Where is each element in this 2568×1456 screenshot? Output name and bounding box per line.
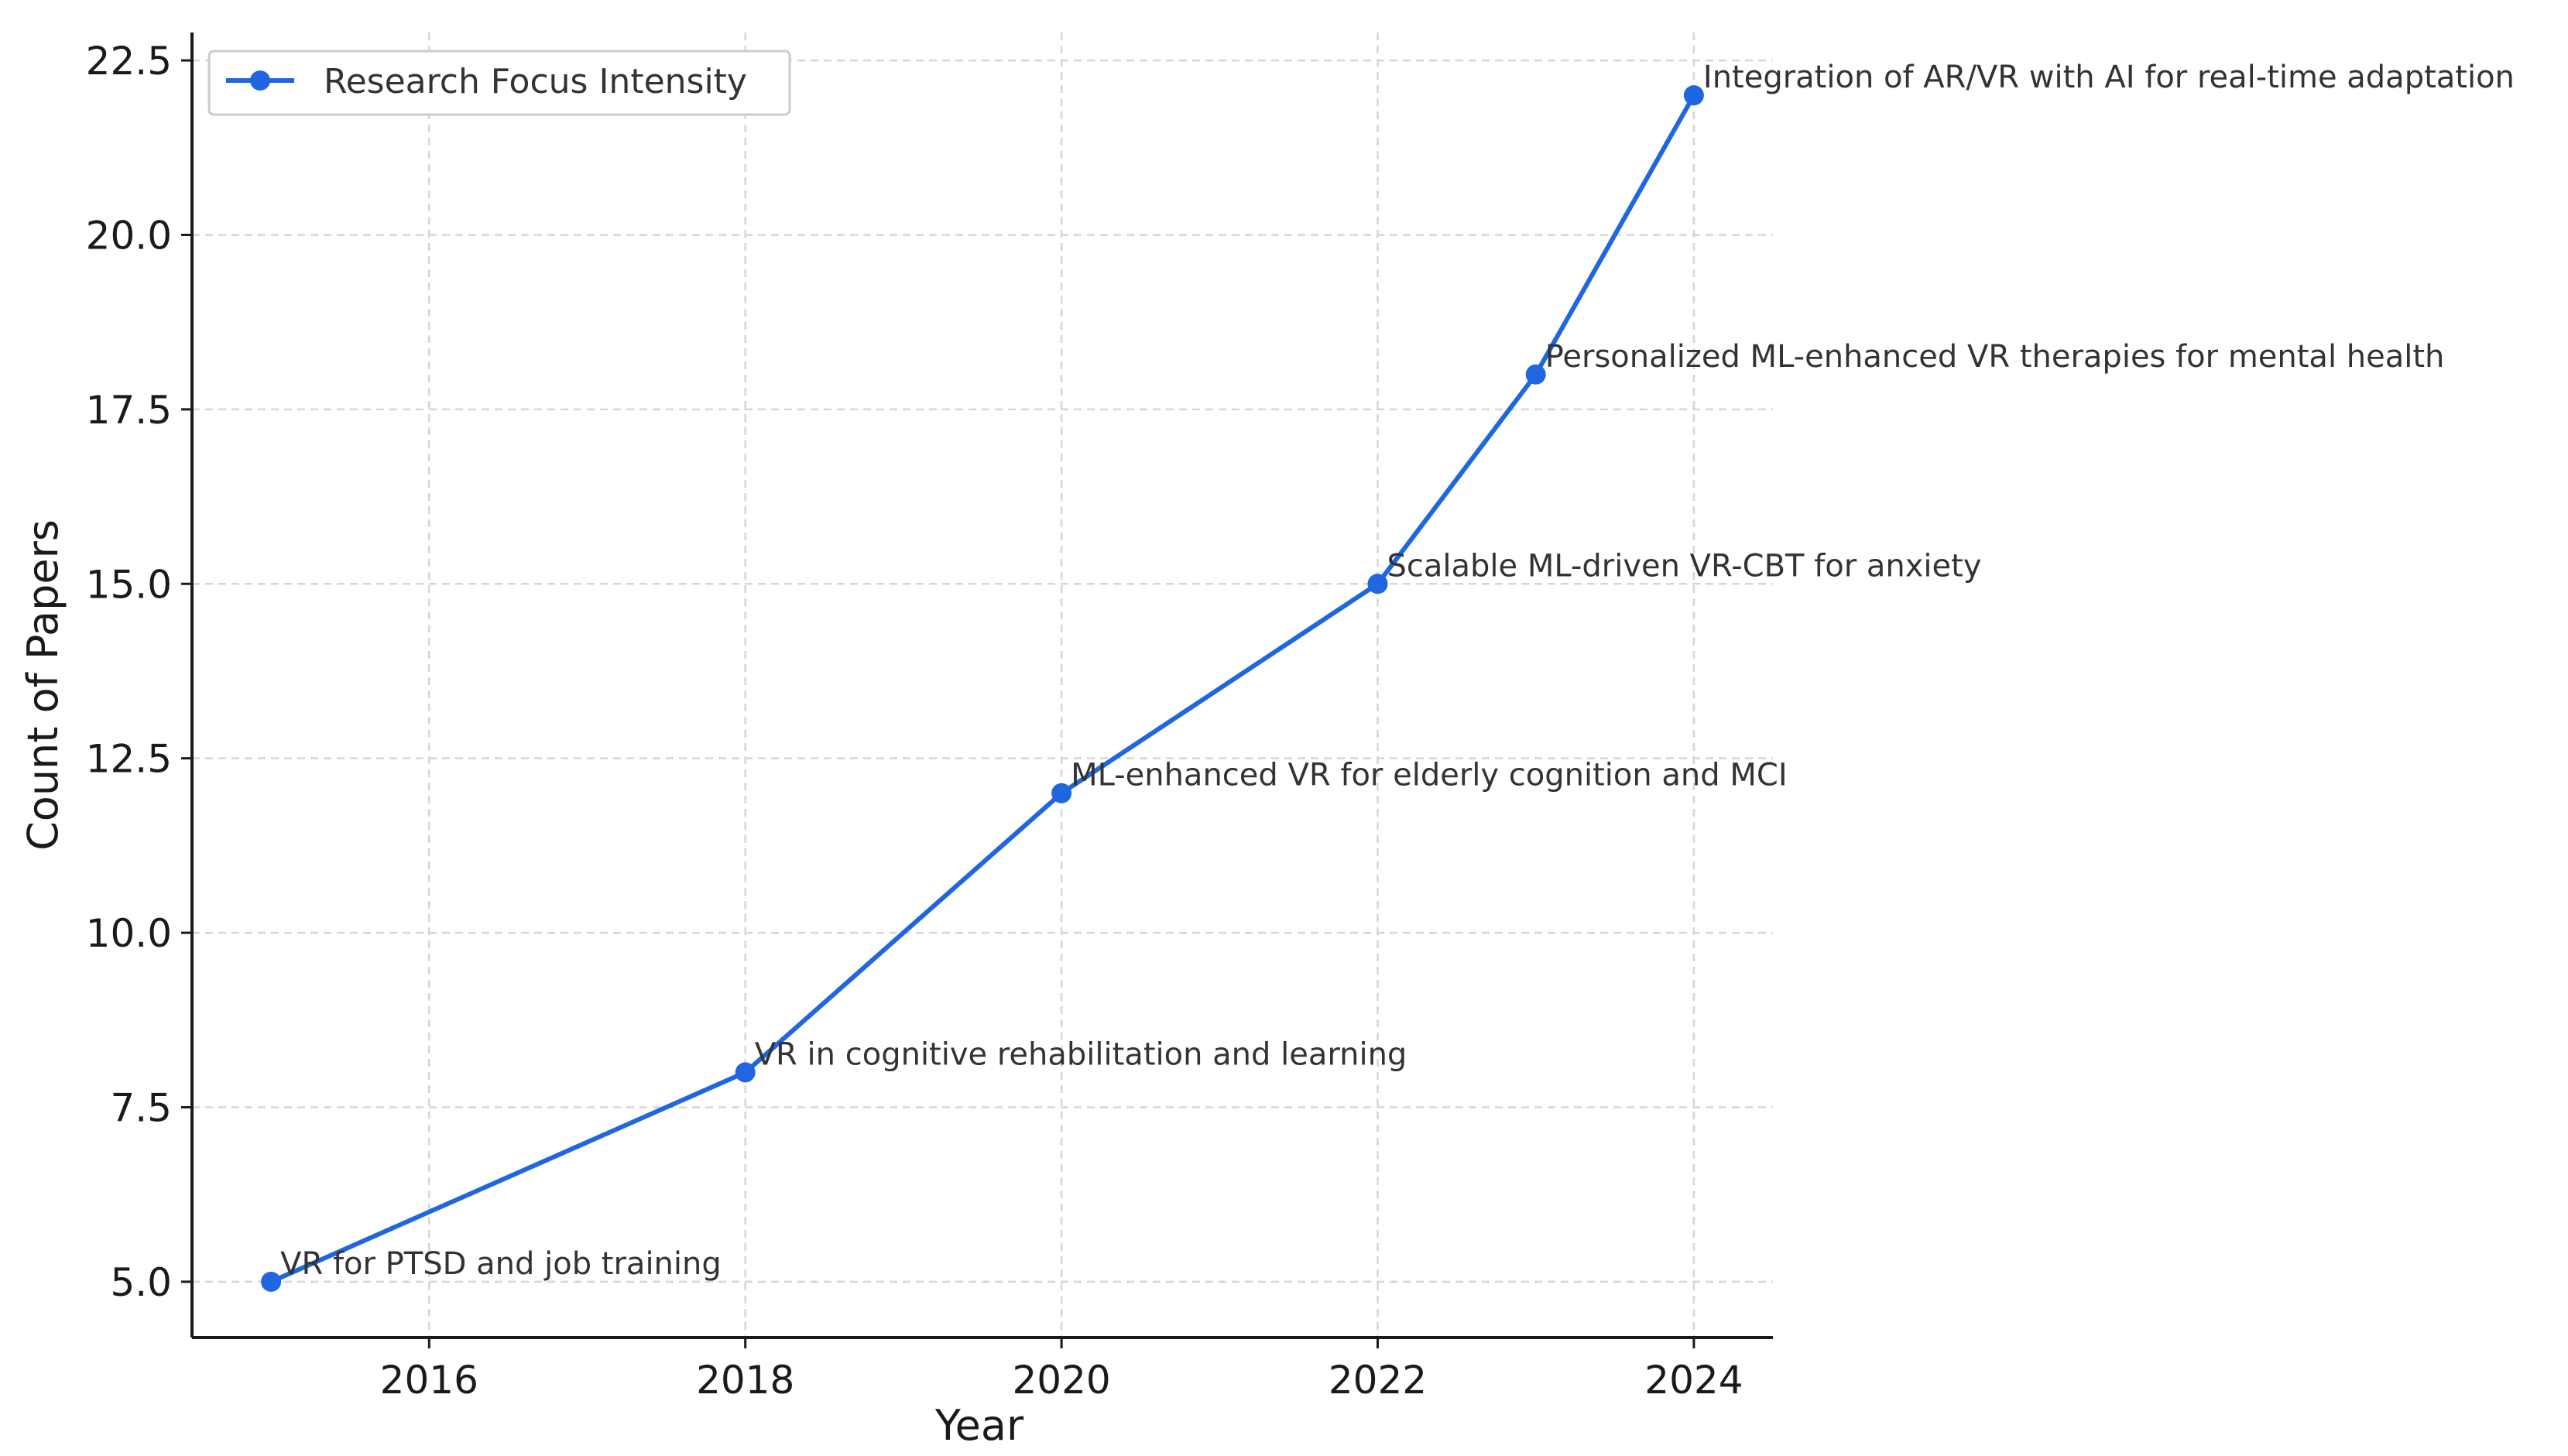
ticks: 2016 2018 2020 2022 2024 5.0 7.5 10.0 12.5 15.0 17… (86, 39, 1743, 1403)
point-annotation: Integration of AR/VR with AI for real-ti… (1703, 60, 2515, 95)
point-annotation: VR in cognitive rehabilitation and learn… (755, 1036, 1407, 1072)
y-tick-label: 15.0 (86, 562, 172, 607)
y-tick-label: 20.0 (86, 213, 172, 258)
y-tick-label: 10.0 (86, 911, 172, 956)
x-tick-label: 2024 (1644, 1358, 1743, 1403)
legend-box (207, 50, 791, 116)
y-tick-label: 5.0 (110, 1260, 172, 1305)
x-tick-label: 2016 (380, 1358, 478, 1403)
data-point (735, 1062, 756, 1083)
y-tick-label: 17.5 (86, 388, 172, 433)
x-tick-label: 2018 (696, 1358, 794, 1403)
x-axis-title: Year (934, 1401, 1024, 1450)
axes (190, 33, 1773, 1339)
point-annotation: Scalable ML-driven VR-CBT for anxiety (1387, 548, 1982, 584)
x-tick-label: 2020 (1012, 1358, 1110, 1403)
legend-label: Research Focus Intensity (324, 62, 747, 101)
y-tick-label: 22.5 (86, 39, 172, 84)
y-tick-label: 7.5 (110, 1085, 172, 1130)
annotations: VR for PTSD and job training VR in cognit… (280, 60, 2515, 1282)
data-point (1367, 574, 1388, 594)
point-annotation: ML-enhanced VR for elderly cognition and… (1071, 758, 1788, 793)
legend: Research Focus Intensity (207, 50, 791, 116)
grid (192, 33, 1773, 1338)
y-tick-label: 12.5 (86, 737, 172, 782)
series (261, 85, 1704, 1292)
y-axis-title: Count of Papers (19, 519, 67, 851)
data-point (1683, 85, 1704, 106)
data-point (1051, 783, 1072, 803)
point-annotation: VR for PTSD and job training (280, 1246, 722, 1282)
series-line (269, 93, 1696, 1284)
x-tick-label: 2022 (1329, 1358, 1427, 1403)
data-point (261, 1271, 282, 1292)
data-point (1525, 364, 1546, 385)
legend-marker-sample (250, 70, 270, 91)
point-annotation: Personalized ML-enhanced VR therapies fo… (1545, 339, 2445, 375)
